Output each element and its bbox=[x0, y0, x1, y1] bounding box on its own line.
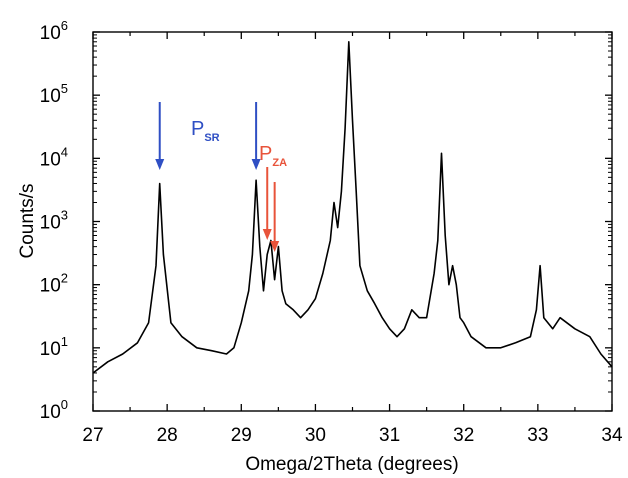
x-axis-title: Omega/2Theta (degrees) bbox=[245, 454, 458, 475]
x-tick-label: 34 bbox=[601, 425, 623, 446]
annotation-psr-label: P bbox=[191, 118, 204, 140]
annotation-arrow-head bbox=[262, 229, 272, 240]
annotation-pza-sub: ZA bbox=[272, 157, 287, 169]
x-tick-label: 33 bbox=[527, 425, 548, 446]
x-tick-labels: 27 28 29 30 31 32 33 34 bbox=[82, 425, 623, 446]
plot-frame bbox=[92, 31, 613, 412]
y-axis-title: Counts/s bbox=[17, 184, 38, 259]
x-tick-label: 32 bbox=[453, 425, 474, 446]
y-tick-label: 101 bbox=[40, 334, 68, 360]
annotation-psr: PSR bbox=[191, 118, 220, 144]
y-tick-label: 104 bbox=[40, 144, 68, 170]
x-tick-label: 29 bbox=[231, 425, 252, 446]
arrows-layer bbox=[155, 102, 280, 252]
annotation-arrow-head bbox=[251, 159, 261, 170]
annotation-pza: PZA bbox=[259, 143, 287, 169]
x-tick-label: 27 bbox=[82, 425, 103, 446]
y-tick-label: 100 bbox=[40, 397, 68, 423]
y-tick-label: 102 bbox=[40, 271, 68, 297]
y-tick-label: 103 bbox=[40, 208, 68, 234]
y-tick-label: 105 bbox=[40, 81, 68, 107]
annotation-psr-sub: SR bbox=[204, 132, 219, 144]
annotation-arrow-head bbox=[270, 241, 280, 252]
x-tick-label: 31 bbox=[379, 425, 400, 446]
ticks-layer bbox=[92, 31, 613, 412]
annotation-arrow-head bbox=[155, 159, 165, 170]
annotation-pza-label: P bbox=[259, 143, 272, 165]
y-tick-label: 106 bbox=[40, 18, 68, 44]
x-tick-label: 30 bbox=[305, 425, 326, 446]
series-line bbox=[92, 40, 613, 374]
y-tick-labels: 100 101 102 103 104 105 106 bbox=[40, 18, 68, 423]
x-tick-label: 28 bbox=[157, 425, 178, 446]
